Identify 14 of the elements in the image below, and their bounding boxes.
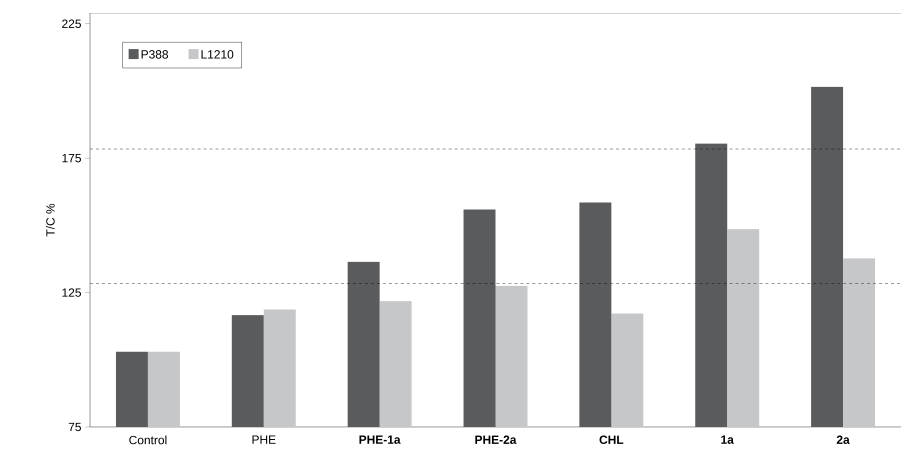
x-tick-label: PHE-2a [475, 436, 516, 444]
x-tick-label: CHL [600, 436, 624, 444]
x-tick-label: 2a [836, 436, 850, 444]
x-tick-label: Control [129, 436, 166, 444]
y-axis-title: T/C % [46, 204, 55, 236]
x-tick-label: PHE-1a [359, 436, 401, 444]
legend-label: P388 [142, 50, 168, 59]
y-tick-label: 225 [62, 20, 81, 28]
x-tick-label: PHE [252, 436, 276, 444]
y-tick-label: 75 [68, 422, 81, 432]
x-tick-label: 1a [721, 436, 734, 444]
y-tick-label: 175 [62, 154, 81, 162]
legend-label: L1210 [202, 50, 234, 59]
y-tick-label: 125 [62, 288, 81, 297]
